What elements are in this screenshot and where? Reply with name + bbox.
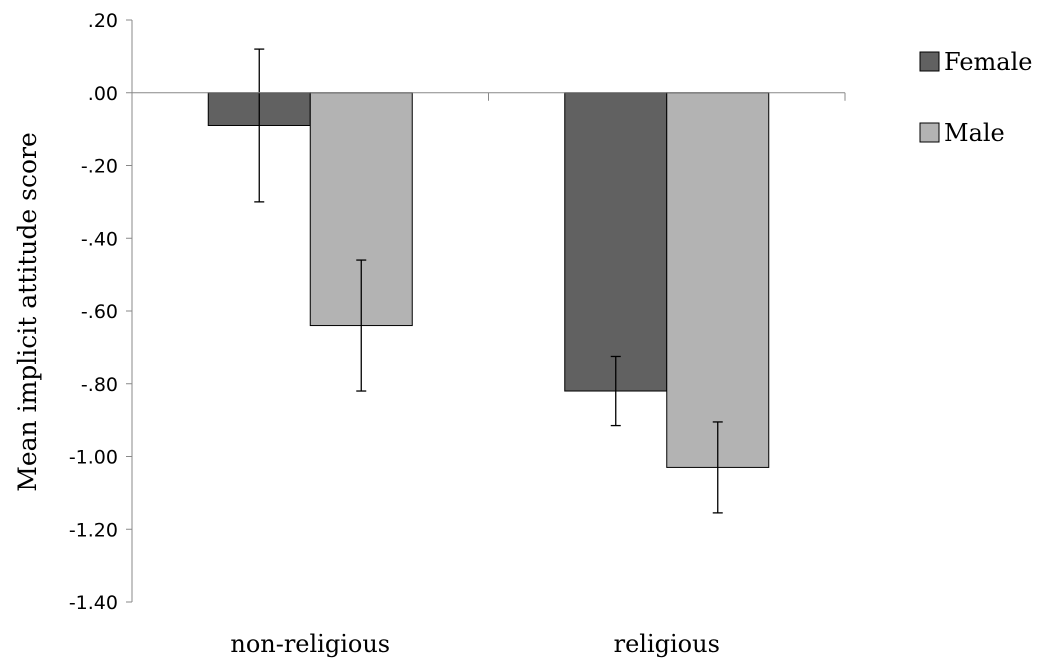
y-tick-label: .00 bbox=[88, 83, 118, 105]
y-tick-label: -.40 bbox=[81, 228, 118, 250]
error-bars bbox=[254, 48, 723, 514]
y-tick-label: -.20 bbox=[81, 156, 118, 178]
y-axis-ticks: .20 .00 -.20 -.40 -.60 -.80 -1.00 -1.20 -1.40 bbox=[69, 10, 132, 614]
legend-swatch bbox=[919, 122, 940, 143]
y-tick-label: -.60 bbox=[81, 301, 118, 323]
legend-label: Male bbox=[944, 119, 1005, 147]
y-tick-label: -.80 bbox=[81, 374, 118, 396]
y-axis-title: Mean implicit attitude score bbox=[13, 132, 42, 492]
y-tick-label: -1.40 bbox=[69, 592, 118, 614]
legend-label: Female bbox=[944, 48, 1033, 76]
bars bbox=[207, 92, 770, 468]
x-category-label: religious bbox=[614, 630, 720, 658]
bar bbox=[564, 92, 668, 392]
bar bbox=[666, 92, 770, 468]
x-category-label: non-religious bbox=[230, 630, 390, 658]
axes bbox=[131, 20, 846, 602]
y-tick-label: -1.00 bbox=[69, 447, 118, 469]
legend: Female Male bbox=[919, 48, 1033, 147]
y-tick-label: .20 bbox=[88, 10, 118, 32]
legend-swatch bbox=[919, 51, 940, 72]
y-tick-label: -1.20 bbox=[69, 519, 118, 541]
x-axis-categories: non-religious religious bbox=[230, 630, 720, 658]
